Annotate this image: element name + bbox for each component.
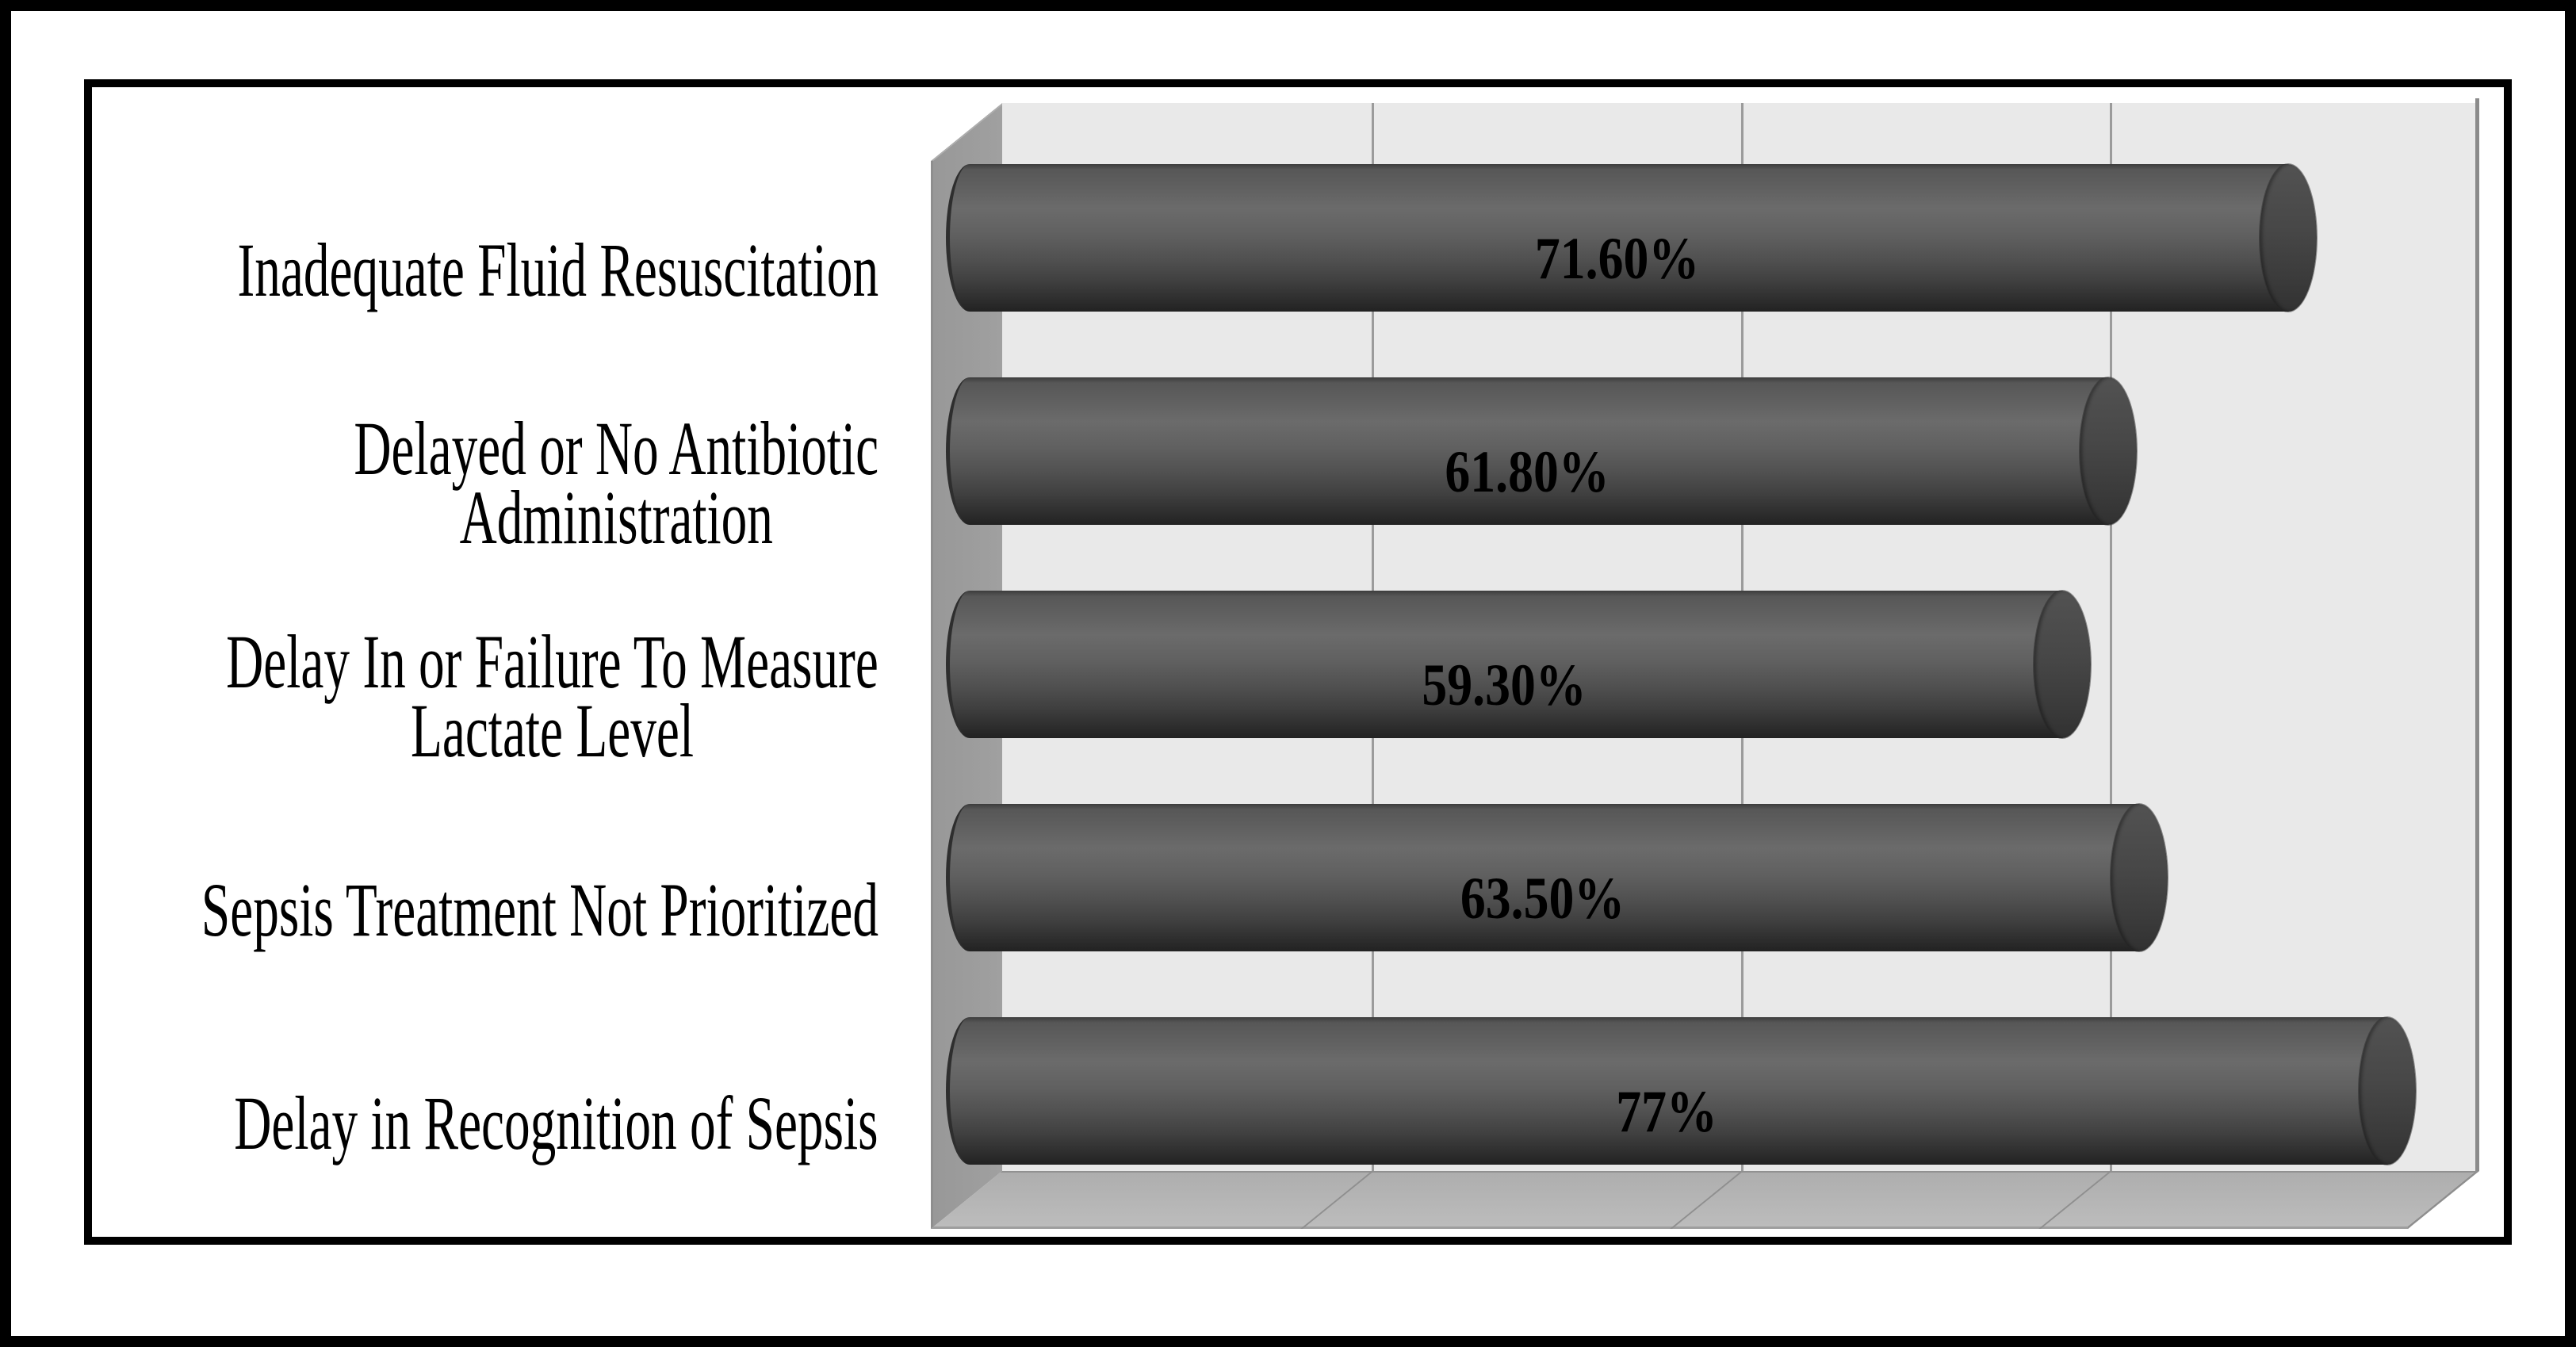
- bar-body: [946, 804, 2139, 951]
- value-label-4: 77%: [1616, 1079, 1717, 1145]
- cylinder-bar-0: 71.60%: [946, 164, 2317, 312]
- bar-body: [946, 591, 2062, 738]
- bar-body: [946, 377, 2108, 525]
- value-label-0: 71.60%: [1534, 226, 1700, 292]
- bar-end-cap: [2080, 377, 2137, 525]
- category-label-2: Delay In or Failure To Measure Lactate Le…: [226, 619, 878, 773]
- value-label-1: 61.80%: [1445, 439, 1610, 505]
- cylinder-bar-1: 61.80%: [946, 377, 2137, 525]
- cylinder-bar-4: 77%: [946, 1017, 2416, 1165]
- bar-body: [946, 1017, 2387, 1165]
- value-label-3: 63.50%: [1460, 866, 1625, 932]
- gridline-60: [2110, 103, 2112, 1171]
- bar-end-cap: [2359, 1017, 2416, 1165]
- category-label-3: Sepsis Treatment Not Prioritized: [201, 867, 878, 952]
- bar-end-cap: [2260, 164, 2317, 312]
- bar-end-cap: [2111, 804, 2168, 951]
- cylinder-bar-3: 63.50%: [946, 804, 2168, 951]
- bar-end-cap: [2034, 591, 2091, 738]
- category-label-1: Delayed or No Antibiotic Administration: [354, 406, 878, 560]
- plot-right-edge: [2475, 98, 2479, 1171]
- value-label-2: 59.30%: [1422, 652, 1587, 718]
- category-label-0: Inadequate Fluid Resuscitation: [237, 228, 878, 312]
- category-label-4: Delay in Recognition of Sepsis: [234, 1081, 878, 1165]
- bar-body: [946, 164, 2288, 312]
- cylinder-bar-2: 59.30%: [946, 591, 2091, 738]
